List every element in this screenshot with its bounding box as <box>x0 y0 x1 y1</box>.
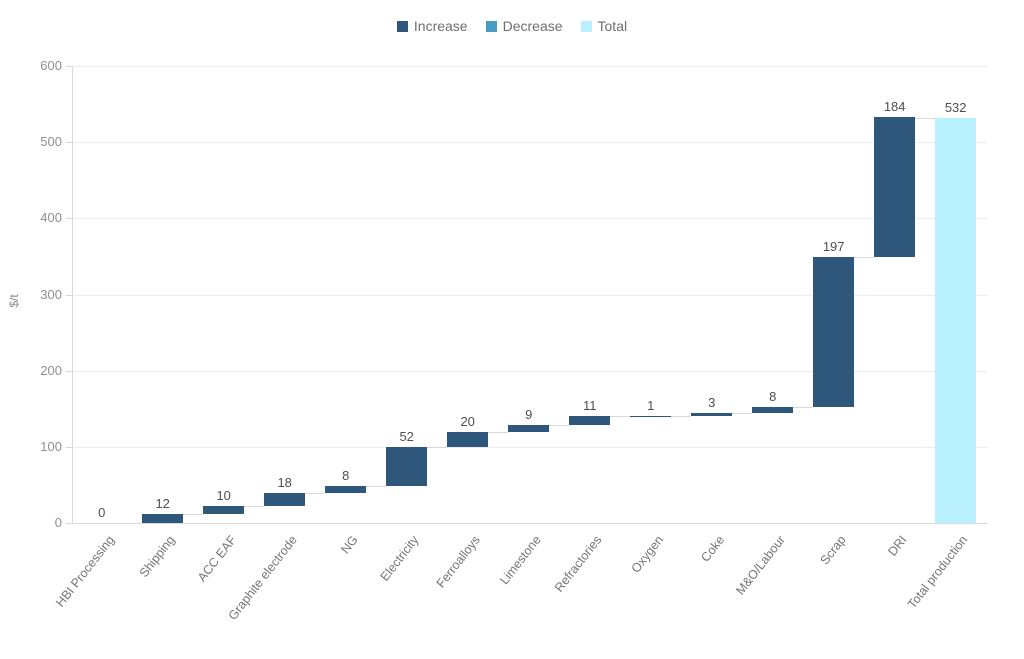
value-label-Ferroalloys: 20 <box>460 413 475 429</box>
y-tick-0 <box>66 523 72 524</box>
x-label-Oxygen: Oxygen <box>628 533 666 576</box>
y-tick-label-200: 200 <box>40 362 62 378</box>
value-label-ACC EAF: 10 <box>216 488 231 504</box>
y-tick-100 <box>66 446 72 448</box>
legend-label: Increase <box>413 18 468 34</box>
bar-Oxygen <box>630 415 672 417</box>
y-tick-200 <box>66 370 72 372</box>
bar-Total production <box>935 117 977 523</box>
value-label-Shipping: 12 <box>155 495 170 511</box>
connector-10 <box>732 413 753 415</box>
connector-3 <box>305 492 326 494</box>
y-tick-600 <box>66 66 72 67</box>
x-label-Total production: Total production <box>905 533 971 612</box>
x-label-NG: NG <box>338 533 361 557</box>
value-label-Limestone: 9 <box>525 406 533 422</box>
legend-swatch-decrease <box>485 20 497 32</box>
x-label-Refractories: Refractories <box>552 533 605 595</box>
connector-9 <box>671 415 692 417</box>
connector-2 <box>244 506 265 508</box>
x-label-Shipping: Shipping <box>136 533 178 580</box>
y-axis-line <box>72 66 73 523</box>
x-label-HBI Processing: HBI Processing <box>52 533 117 610</box>
gridline-600 <box>72 66 987 67</box>
value-label-Graphite electrode: 18 <box>277 474 292 490</box>
connector-8 <box>610 416 631 418</box>
gridline-400 <box>72 218 987 220</box>
y-tick-label-500: 500 <box>40 134 62 150</box>
x-label-Scrap: Scrap <box>817 533 849 568</box>
x-label-DRI: DRI <box>885 533 910 559</box>
x-label-Electricity: Electricity <box>377 533 422 584</box>
y-tick-label-300: 300 <box>40 286 62 302</box>
connector-12 <box>854 257 875 259</box>
bar-Graphite electrode <box>264 492 306 507</box>
x-label-Graphite electrode: Graphite electrode <box>225 533 300 623</box>
legend-item-increase[interactable]: Increase <box>396 18 468 34</box>
legend-label: Total <box>597 18 628 34</box>
gridline-300 <box>72 294 987 296</box>
bar-Limestone <box>508 424 550 432</box>
bar-Electricity <box>386 446 428 487</box>
value-label-Coke: 3 <box>708 395 716 411</box>
value-label-NG: 8 <box>342 468 350 484</box>
x-label-Ferroalloys: Ferroalloys <box>433 533 483 591</box>
gridline-200 <box>72 370 987 372</box>
bar-NG <box>325 486 367 493</box>
bar-Scrap <box>813 257 855 408</box>
connector-11 <box>793 407 814 409</box>
connector-7 <box>549 424 570 426</box>
x-label-Limestone: Limestone <box>497 533 544 588</box>
y-tick-label-600: 600 <box>40 58 62 73</box>
value-label-Scrap: 197 <box>822 239 845 255</box>
value-label-DRI: 184 <box>883 99 906 115</box>
gridline-100 <box>72 446 987 448</box>
connector-5 <box>427 446 448 448</box>
connector-6 <box>488 431 509 433</box>
legend-swatch-total <box>580 20 592 32</box>
value-label-HBI Processing: 0 <box>98 505 106 520</box>
y-tick-300 <box>66 294 72 296</box>
connector-4 <box>366 486 387 488</box>
legend-label: Decrease <box>502 18 563 34</box>
chart-legend: Increase Decrease Total <box>0 18 1024 34</box>
legend-item-total[interactable]: Total <box>580 18 628 34</box>
value-label-Total production: 532 <box>944 99 967 115</box>
bar-Refractories <box>569 416 611 425</box>
x-label-M&O/Labour: M&O/Labour <box>733 533 788 598</box>
connector-1 <box>183 513 204 515</box>
y-tick-400 <box>66 218 72 220</box>
value-label-Electricity: 52 <box>399 428 414 444</box>
y-tick-label-100: 100 <box>40 438 62 454</box>
y-tick-label-0: 0 <box>54 515 62 530</box>
bar-Coke <box>691 413 733 416</box>
legend-item-decrease[interactable]: Decrease <box>485 18 563 34</box>
bar-Ferroalloys <box>447 431 489 447</box>
bar-M&O/Labour <box>752 407 794 414</box>
x-label-Coke: Coke <box>697 533 727 565</box>
connector-13 <box>915 117 936 119</box>
y-tick-label-400: 400 <box>40 210 62 226</box>
bar-DRI <box>874 117 916 258</box>
gridline-500 <box>72 142 987 144</box>
bar-ACC EAF <box>203 506 245 514</box>
x-axis-line <box>72 523 987 524</box>
legend-swatch-increase <box>396 20 408 32</box>
x-label-ACC EAF: ACC EAF <box>194 533 239 585</box>
bar-Shipping <box>142 513 184 523</box>
y-tick-500 <box>66 142 72 144</box>
value-label-M&O/Labour: 8 <box>769 389 777 405</box>
value-label-Refractories: 11 <box>582 398 597 414</box>
value-label-Oxygen: 1 <box>647 397 655 413</box>
